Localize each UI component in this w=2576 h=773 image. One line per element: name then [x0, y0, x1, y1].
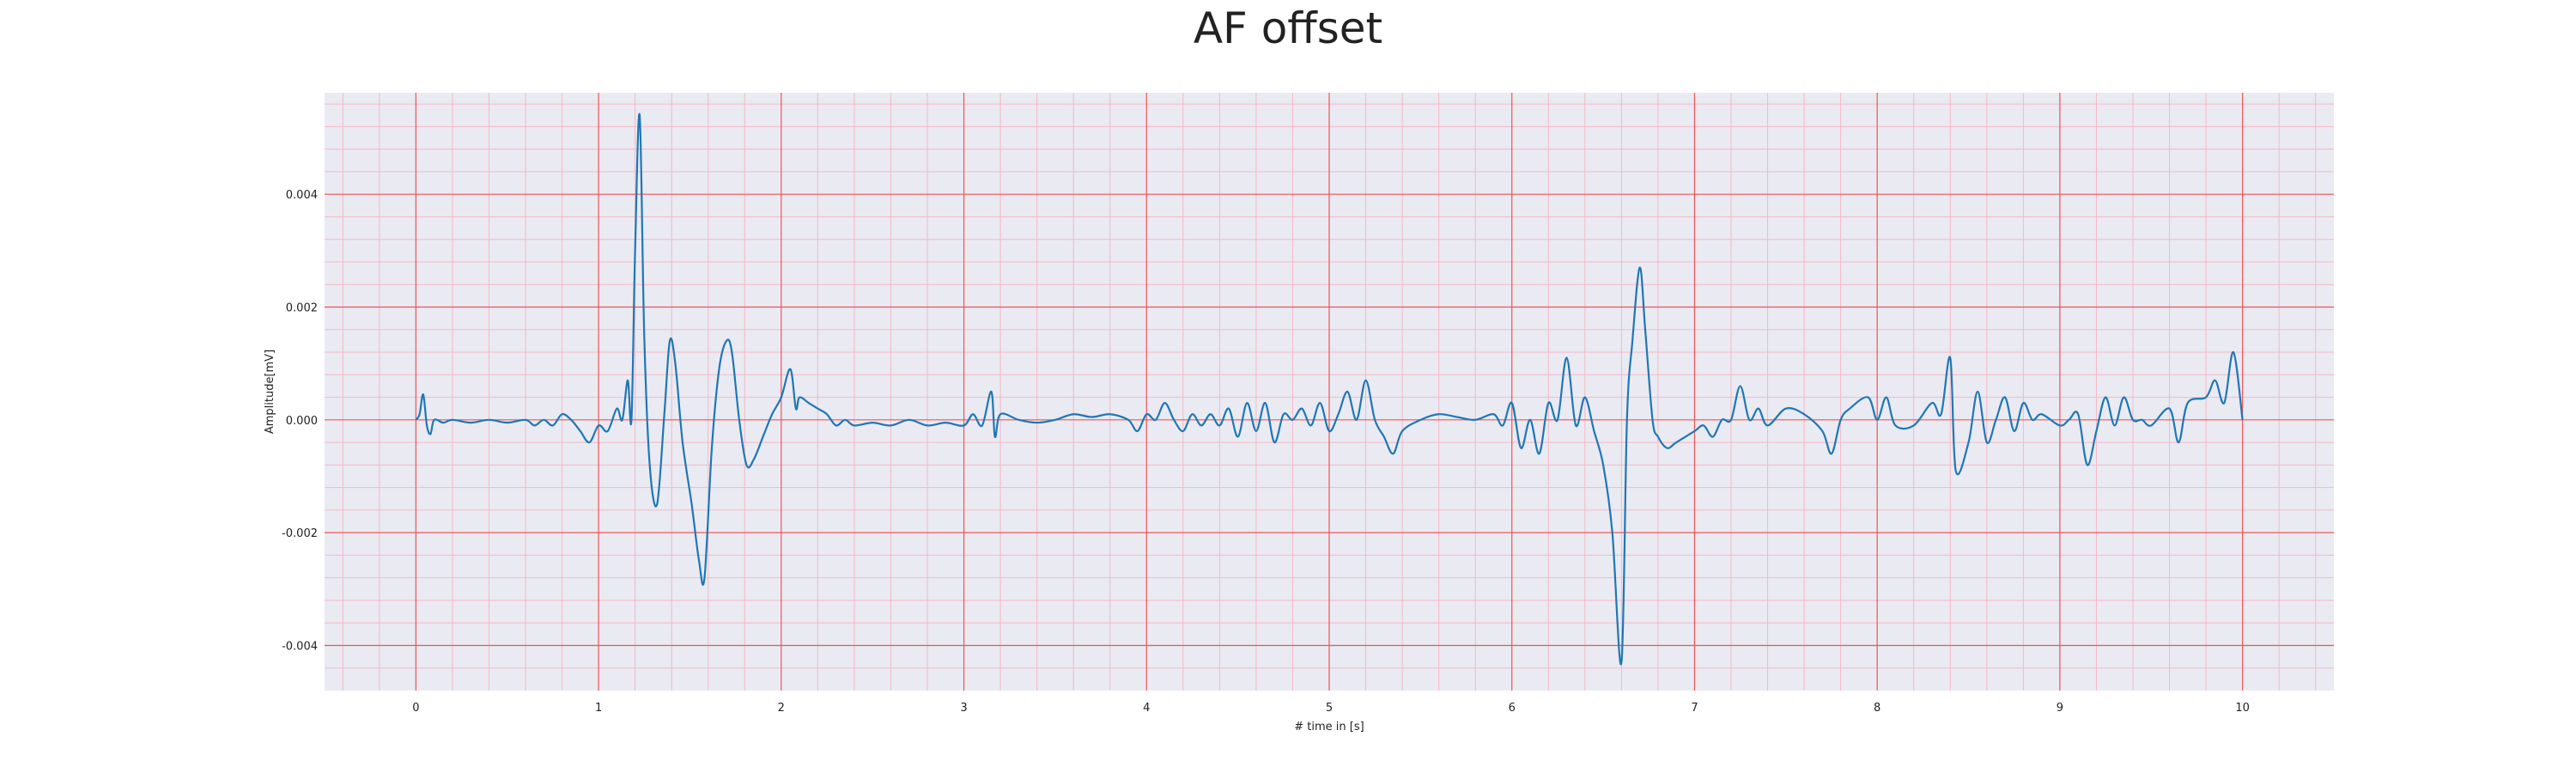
y-tick-label: 0.000	[286, 415, 318, 428]
series-layer	[415, 113, 2244, 666]
y-tick-label: -0.002	[282, 527, 318, 540]
y-tick-label: 0.002	[286, 302, 318, 315]
y-axis-label: Amplitude[mV]	[264, 350, 276, 434]
series-line	[415, 113, 2244, 666]
x-tick-label: 5	[1326, 702, 1333, 715]
y-tick-labels: -0.004 -0.002 0.000 0.002 0.004	[282, 189, 318, 653]
x-axis-label: # time in [s]	[1294, 721, 1364, 733]
x-tick-label: 6	[1509, 702, 1516, 715]
x-tick-label: 9	[2057, 702, 2063, 715]
x-tick-labels: 0 1 2 3 4 5 6 7 8 9 10	[412, 702, 2250, 715]
x-tick-label: 7	[1691, 702, 1698, 715]
y-tick-label: 0.004	[286, 189, 318, 202]
grid-major	[325, 93, 2334, 691]
x-tick-label: 2	[778, 702, 785, 715]
x-tick-label: 3	[960, 702, 967, 715]
x-tick-label: 1	[595, 702, 602, 715]
x-tick-label: 4	[1143, 702, 1150, 715]
x-tick-label: 8	[1874, 702, 1880, 715]
x-tick-label: 10	[2235, 702, 2250, 715]
y-tick-label: -0.004	[282, 640, 318, 653]
chart-title: AF offset	[1193, 3, 1383, 53]
x-tick-label: 0	[412, 702, 419, 715]
